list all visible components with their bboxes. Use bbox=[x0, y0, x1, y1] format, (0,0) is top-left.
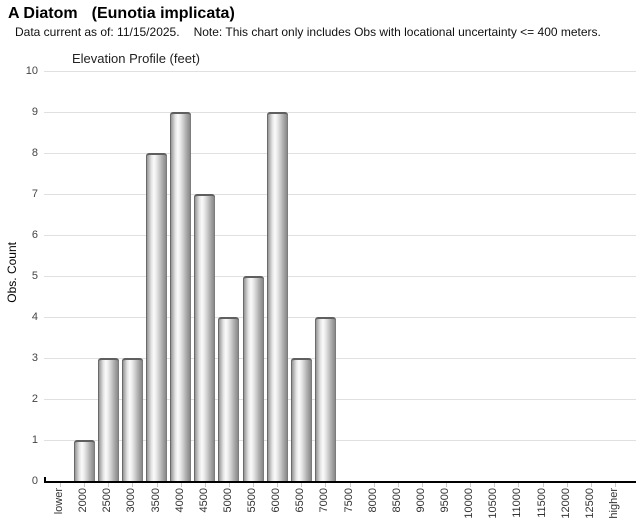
x-tick-mark bbox=[60, 483, 61, 487]
x-tick-mark bbox=[470, 483, 472, 487]
x-tick-mark bbox=[615, 483, 616, 487]
y-tick-label: 2 bbox=[31, 393, 38, 405]
gridline bbox=[44, 276, 636, 277]
y-tick-label: 5 bbox=[31, 270, 38, 282]
x-tick-label: 2500 bbox=[101, 488, 114, 513]
x-tick-label: 4000 bbox=[173, 488, 186, 513]
x-tick-mark bbox=[253, 483, 255, 487]
x-tick-label: lower bbox=[53, 488, 65, 515]
bar-2500[interactable] bbox=[97, 358, 119, 481]
y-tick-label: 0 bbox=[31, 475, 38, 487]
x-tick-label: 5000 bbox=[221, 488, 234, 513]
x-tick-mark bbox=[180, 483, 182, 487]
bar-3000[interactable] bbox=[121, 358, 143, 481]
species-scientific-name: (Eunotia implicata) bbox=[91, 5, 235, 22]
y-tick-label: 1 bbox=[31, 434, 38, 446]
x-tick-label: 3000 bbox=[125, 488, 138, 513]
bar-3500[interactable] bbox=[146, 153, 168, 481]
gridline bbox=[44, 112, 636, 113]
x-tick-mark bbox=[301, 483, 303, 487]
x-tick-label: 8500 bbox=[390, 488, 403, 513]
bar-4500[interactable] bbox=[194, 194, 216, 481]
x-tick-label: 2000 bbox=[77, 488, 90, 513]
x-tick-mark bbox=[156, 483, 158, 487]
y-tick-label: 6 bbox=[31, 229, 38, 241]
y-tick-label: 3 bbox=[31, 352, 38, 364]
x-tick-label: 10000 bbox=[463, 488, 476, 519]
data-current-note: Data current as of: 11/15/2025. Note: Thi… bbox=[15, 25, 601, 39]
x-tick-label: 7000 bbox=[318, 488, 331, 513]
gridline bbox=[44, 235, 636, 236]
bar-5000[interactable] bbox=[218, 317, 240, 481]
y-tick-label: 8 bbox=[31, 147, 38, 159]
x-tick-mark bbox=[132, 483, 134, 487]
x-tick-mark bbox=[108, 483, 110, 487]
x-tick-mark bbox=[494, 483, 496, 487]
x-tick-mark bbox=[590, 483, 592, 487]
uncertainty-note-text: Note: This chart only includes Obs with … bbox=[193, 25, 601, 39]
x-tick-label: 4500 bbox=[197, 488, 210, 513]
x-tick-mark bbox=[228, 483, 230, 487]
x-tick-label: 10500 bbox=[487, 488, 500, 519]
bar-7000[interactable] bbox=[314, 317, 336, 481]
x-tick-mark bbox=[277, 483, 279, 487]
x-tick-label: 12000 bbox=[559, 488, 572, 519]
chart-title: Elevation Profile (feet) bbox=[72, 51, 200, 66]
axis-origin-tick bbox=[44, 477, 46, 483]
gridline bbox=[44, 358, 636, 359]
y-tick-label: 9 bbox=[31, 106, 38, 118]
x-tick-label: 12500 bbox=[583, 488, 596, 519]
y-tick-label: 10 bbox=[25, 65, 38, 77]
x-tick-label: 9500 bbox=[439, 488, 452, 513]
x-tick-mark bbox=[325, 483, 327, 487]
x-tick-mark bbox=[542, 483, 544, 487]
gridline bbox=[44, 71, 636, 72]
plot-area bbox=[44, 71, 636, 483]
x-tick-label: 9000 bbox=[414, 488, 427, 513]
bar-5500[interactable] bbox=[242, 276, 264, 481]
x-tick-mark bbox=[566, 483, 568, 487]
x-tick-label: 11500 bbox=[535, 488, 548, 518]
x-tick-label: 6500 bbox=[294, 488, 307, 513]
gridline bbox=[44, 194, 636, 195]
x-tick-label: 5500 bbox=[246, 488, 259, 513]
gridline bbox=[44, 153, 636, 154]
x-tick-mark bbox=[518, 483, 520, 487]
x-tick-label: 6000 bbox=[270, 488, 283, 513]
x-tick-mark bbox=[204, 483, 206, 487]
data-date-text: Data current as of: 11/15/2025. bbox=[15, 25, 180, 39]
x-tick-mark bbox=[349, 483, 351, 487]
gridline bbox=[44, 440, 636, 441]
x-tick-mark bbox=[373, 483, 375, 487]
x-tick-mark bbox=[84, 483, 86, 487]
bar-6000[interactable] bbox=[266, 112, 288, 481]
bar-6500[interactable] bbox=[290, 358, 312, 481]
x-tick-mark bbox=[397, 483, 399, 487]
gridline bbox=[44, 399, 636, 400]
x-tick-label: 3500 bbox=[149, 488, 162, 513]
x-tick-mark bbox=[446, 483, 448, 487]
bar-4000[interactable] bbox=[170, 112, 192, 481]
y-tick-label: 7 bbox=[31, 188, 38, 200]
x-tick-label: 8000 bbox=[366, 488, 379, 513]
page-title: A Diatom (Eunotia implicata) bbox=[8, 5, 235, 23]
y-tick-label: 4 bbox=[31, 311, 38, 323]
x-tick-label: 11000 bbox=[511, 488, 524, 518]
x-tick-mark bbox=[421, 483, 423, 487]
species-common-name: A Diatom bbox=[8, 5, 78, 22]
x-tick-label: 7500 bbox=[342, 488, 355, 513]
x-tick-label: higher bbox=[608, 488, 620, 519]
gridline bbox=[44, 317, 636, 318]
bar-2000[interactable] bbox=[73, 440, 95, 481]
